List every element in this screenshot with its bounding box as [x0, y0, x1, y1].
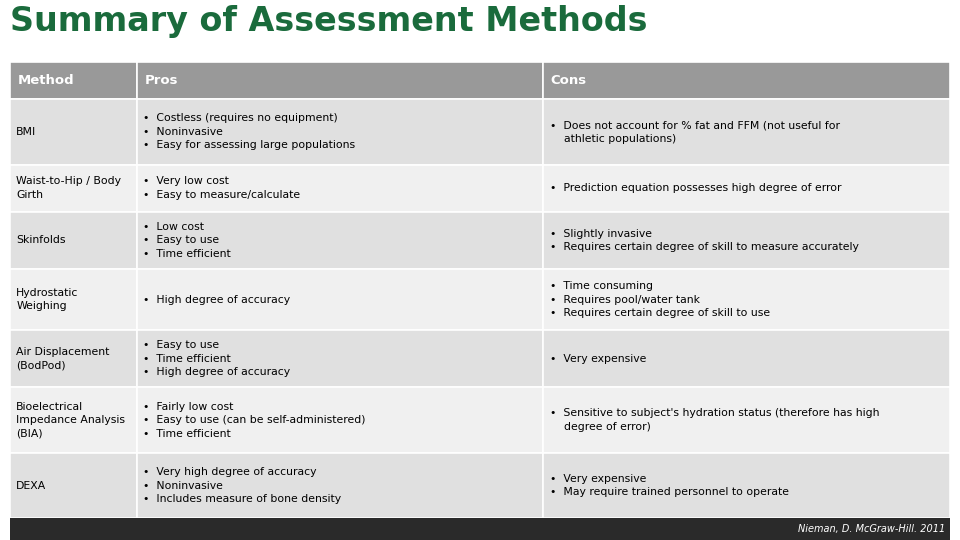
Bar — [543, 165, 950, 212]
Bar — [136, 212, 543, 269]
Bar — [136, 330, 543, 387]
Text: Air Displacement
(BodPod): Air Displacement (BodPod) — [16, 347, 109, 370]
Text: •  Time consuming
•  Requires pool/water tank
•  Requires certain degree of skil: • Time consuming • Requires pool/water t… — [550, 281, 770, 318]
Bar — [10, 62, 136, 99]
Bar — [543, 330, 950, 387]
Text: Summary of Assessment Methods: Summary of Assessment Methods — [10, 5, 647, 38]
Bar — [136, 62, 543, 99]
Bar — [10, 269, 136, 330]
Text: Cons: Cons — [551, 74, 587, 87]
Bar — [136, 99, 543, 165]
Text: •  Prediction equation possesses high degree of error: • Prediction equation possesses high deg… — [550, 183, 841, 193]
Text: Pros: Pros — [144, 74, 178, 87]
Text: Hydrostatic
Weighing: Hydrostatic Weighing — [16, 288, 79, 312]
Text: •  Slightly invasive
•  Requires certain degree of skill to measure accurately: • Slightly invasive • Requires certain d… — [550, 228, 858, 252]
Text: Method: Method — [17, 74, 74, 87]
Text: •  Costless (requires no equipment)
•  Noninvasive
•  Easy for assessing large p: • Costless (requires no equipment) • Non… — [143, 113, 355, 151]
Bar — [10, 165, 136, 212]
Bar — [10, 330, 136, 387]
Bar — [136, 165, 543, 212]
Bar — [10, 518, 950, 540]
Bar — [543, 99, 950, 165]
Text: •  Very expensive: • Very expensive — [550, 354, 646, 364]
Bar — [543, 453, 950, 518]
Bar — [543, 62, 950, 99]
Bar — [136, 269, 543, 330]
Text: •  Does not account for % fat and FFM (not useful for
    athletic populations): • Does not account for % fat and FFM (no… — [550, 120, 840, 144]
Bar — [136, 453, 543, 518]
Text: •  Fairly low cost
•  Easy to use (can be self-administered)
•  Time efficient: • Fairly low cost • Easy to use (can be … — [143, 402, 366, 438]
Text: •  Very low cost
•  Easy to measure/calculate: • Very low cost • Easy to measure/calcul… — [143, 177, 300, 200]
Bar — [136, 387, 543, 453]
Text: Bioelectrical
Impedance Analysis
(BIA): Bioelectrical Impedance Analysis (BIA) — [16, 402, 126, 438]
Text: DEXA: DEXA — [16, 481, 47, 491]
Text: Nieman, D. McGraw-Hill. 2011: Nieman, D. McGraw-Hill. 2011 — [799, 524, 946, 534]
Bar — [10, 387, 136, 453]
Text: Waist-to-Hip / Body
Girth: Waist-to-Hip / Body Girth — [16, 177, 121, 200]
Text: •  Sensitive to subject's hydration status (therefore has high
    degree of err: • Sensitive to subject's hydration statu… — [550, 408, 879, 432]
Text: Skinfolds: Skinfolds — [16, 235, 66, 245]
Text: •  Very high degree of accuracy
•  Noninvasive
•  Includes measure of bone densi: • Very high degree of accuracy • Noninva… — [143, 467, 342, 504]
Text: •  High degree of accuracy: • High degree of accuracy — [143, 295, 291, 305]
Bar — [543, 387, 950, 453]
Text: •  Easy to use
•  Time efficient
•  High degree of accuracy: • Easy to use • Time efficient • High de… — [143, 340, 291, 377]
Text: •  Low cost
•  Easy to use
•  Time efficient: • Low cost • Easy to use • Time efficien… — [143, 222, 231, 259]
Bar — [543, 212, 950, 269]
Bar — [10, 453, 136, 518]
Text: BMI: BMI — [16, 127, 36, 137]
Bar — [10, 212, 136, 269]
Bar — [543, 269, 950, 330]
Text: •  Very expensive
•  May require trained personnel to operate: • Very expensive • May require trained p… — [550, 474, 789, 497]
Bar — [10, 99, 136, 165]
